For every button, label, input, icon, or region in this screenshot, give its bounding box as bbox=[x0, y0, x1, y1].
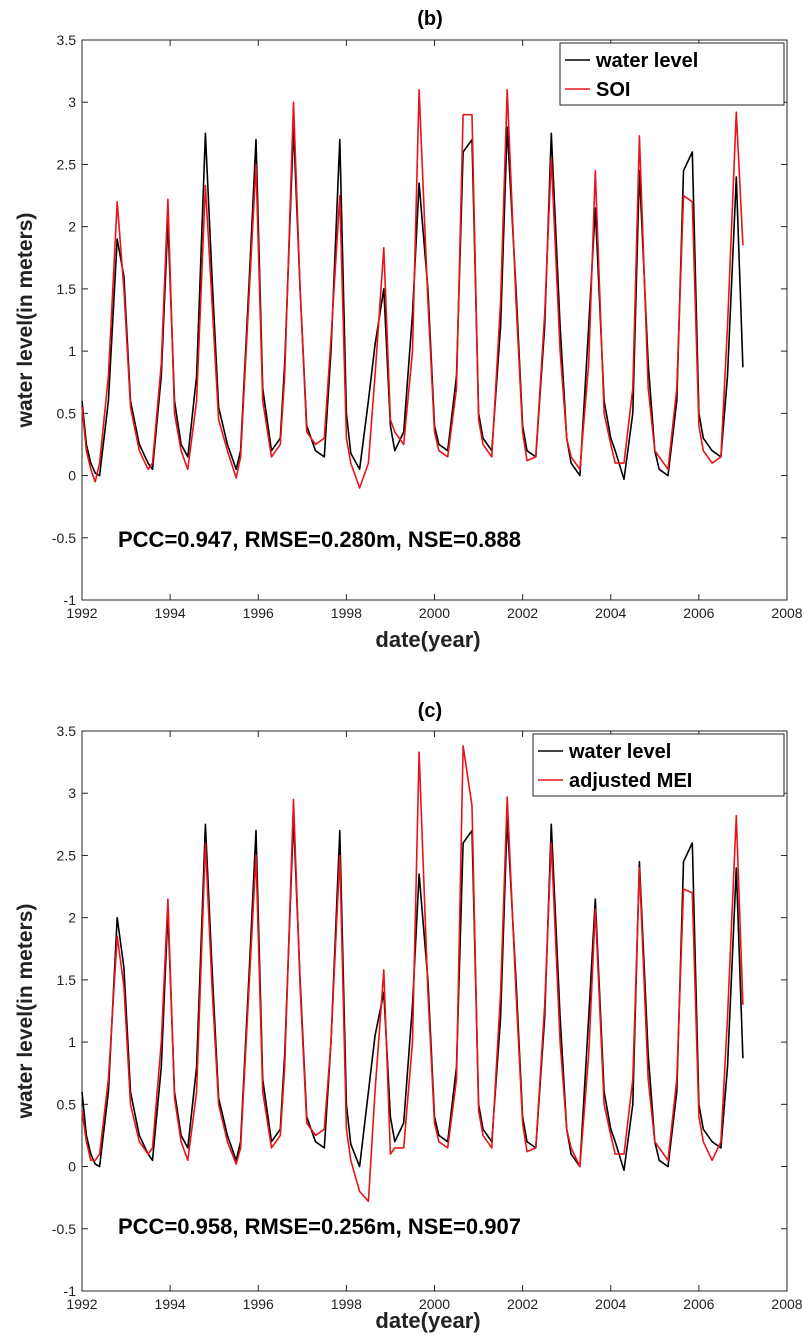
x-tick-label: 2006 bbox=[683, 1296, 714, 1312]
x-tick-label: 2008 bbox=[771, 1296, 802, 1312]
y-tick-label: 0.5 bbox=[57, 1096, 77, 1112]
y-tick-label: 3 bbox=[68, 94, 76, 110]
plot-area bbox=[81, 730, 788, 1292]
legend-label: water level bbox=[595, 50, 698, 72]
x-tick-label: 1992 bbox=[66, 605, 97, 621]
x-axis-label: date(year) bbox=[375, 627, 480, 652]
y-tick-label: 2.5 bbox=[57, 156, 77, 172]
x-tick-label: 2002 bbox=[507, 605, 538, 621]
x-tick-label: 1994 bbox=[155, 605, 186, 621]
x-tick-label: 2000 bbox=[419, 1296, 450, 1312]
legend-label: water level bbox=[568, 741, 671, 763]
y-tick-label: -0.5 bbox=[52, 1221, 76, 1237]
series-group bbox=[81, 745, 744, 1203]
y-tick-label: -0.5 bbox=[52, 530, 76, 546]
series-line-soi bbox=[81, 89, 744, 489]
x-axis: 1992 1994 1996 1998 2000 2002 2004 2006 2008 bbox=[66, 40, 802, 621]
metrics-annotation: PCC=0.958, RMSE=0.256m, NSE=0.907 bbox=[118, 1214, 521, 1239]
y-axis-label: water level(in meters) bbox=[14, 904, 37, 1120]
series-line-water-level bbox=[81, 817, 744, 1172]
series-line-water-level bbox=[81, 126, 744, 481]
chart-title: (b) bbox=[417, 8, 443, 30]
legend-box bbox=[532, 733, 785, 797]
x-axis-label: date(year) bbox=[375, 1308, 480, 1333]
panel-b: (b) -1-0.500.511.522.533.5 1992 1994 1996 1… bbox=[14, 8, 802, 652]
x-tick-label: 1992 bbox=[66, 1296, 97, 1312]
y-tick-label: 2.5 bbox=[57, 847, 77, 863]
x-tick-label: 2006 bbox=[683, 605, 714, 621]
y-tick-label: 0 bbox=[68, 468, 76, 484]
legend-box bbox=[559, 42, 785, 106]
legend-label: adjusted MEI bbox=[569, 770, 692, 792]
y-tick-label: 2 bbox=[68, 219, 76, 235]
y-tick-label: 3.5 bbox=[57, 32, 77, 48]
y-tick-label: -1 bbox=[64, 1283, 77, 1299]
x-tick-label: 2000 bbox=[419, 605, 450, 621]
y-tick-label: 3 bbox=[68, 785, 76, 801]
y-axis-label: water level(in meters) bbox=[14, 213, 37, 429]
x-tick-label: 2002 bbox=[507, 1296, 538, 1312]
plot-area bbox=[81, 39, 788, 601]
x-tick-label: 2008 bbox=[771, 605, 802, 621]
x-tick-label: 2004 bbox=[595, 605, 626, 621]
y-tick-label: 1.5 bbox=[57, 281, 77, 297]
y-tick-label: 0.5 bbox=[57, 405, 77, 421]
x-tick-label: 2004 bbox=[595, 1296, 626, 1312]
series-line-adjusted-mei bbox=[81, 745, 744, 1203]
series-group bbox=[81, 89, 744, 489]
y-tick-label: -1 bbox=[64, 592, 77, 608]
legend: water level adjusted MEI bbox=[532, 733, 785, 797]
x-tick-label: 1998 bbox=[331, 1296, 362, 1312]
y-axis: -1 -0.5 0 0.5 1 1.5 2 2.5 3 3.5 bbox=[52, 723, 787, 1299]
legend: water level SOI bbox=[559, 42, 785, 106]
y-axis: -1 -0.5 0 0.5 1 1.5 2 2.5 3 3.5 bbox=[52, 32, 787, 608]
x-tick-label: 1996 bbox=[243, 605, 274, 621]
y-tick-label: 3.5 bbox=[57, 723, 77, 739]
y-tick-label: 0 bbox=[68, 1159, 76, 1175]
legend-label: SOI bbox=[596, 79, 630, 101]
y-tick-label: 1 bbox=[68, 1034, 76, 1050]
x-tick-label: 1994 bbox=[155, 1296, 186, 1312]
metrics-annotation: PCC=0.947, RMSE=0.280m, NSE=0.888 bbox=[118, 527, 521, 552]
x-tick-label: 1996 bbox=[243, 1296, 274, 1312]
y-tick-label: 1.5 bbox=[57, 972, 77, 988]
panel-c: (c) -1-0.500.511.522.533.5 1992 1994 1996 1… bbox=[14, 700, 802, 1333]
y-tick-label: 2 bbox=[68, 910, 76, 926]
chart-title: (c) bbox=[418, 700, 442, 722]
x-axis: 1992 1994 1996 1998 2000 2002 2004 2006 2008 bbox=[66, 731, 802, 1312]
x-tick-label: 1998 bbox=[331, 605, 362, 621]
y-tick-label: 1 bbox=[68, 343, 76, 359]
